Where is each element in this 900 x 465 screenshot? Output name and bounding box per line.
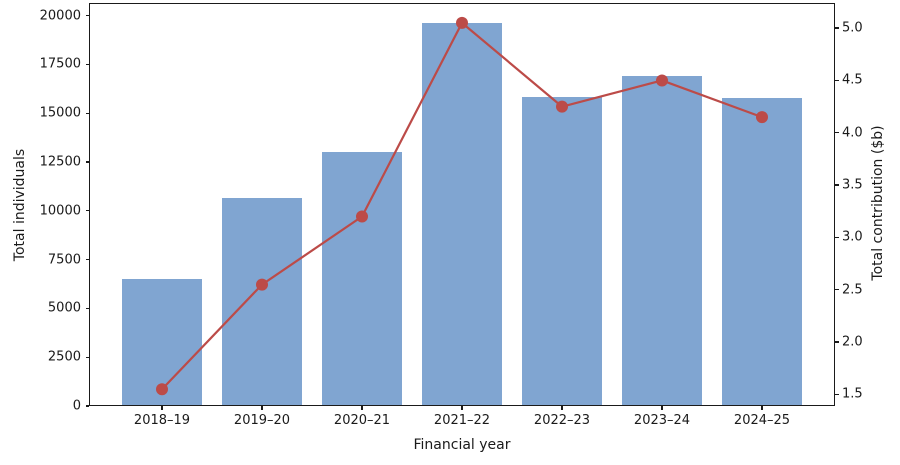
ytick-mark-left-0	[85, 405, 89, 407]
ytick-label-left-7500: 7500	[47, 252, 81, 268]
line-marker-2023–24	[656, 74, 668, 87]
ytick-mark-left-12500	[85, 161, 89, 163]
ytick-mark-left-2500	[85, 356, 89, 358]
line-marker-2020–21	[356, 210, 368, 223]
y-axis-label-left: Total individuals	[12, 148, 28, 262]
ytick-label-left-2500: 2500	[47, 349, 81, 365]
ytick-mark-right-4	[835, 132, 839, 134]
xtick-mark-2018–19	[161, 406, 163, 410]
ytick-mark-left-10000	[85, 210, 89, 212]
x-axis-label: Financial year	[413, 437, 511, 453]
ytick-label-right-5: 5.0	[842, 20, 863, 36]
ytick-label-right-2.5: 2.5	[842, 282, 863, 298]
ytick-label-right-2: 2.0	[842, 334, 863, 350]
xtick-mark-2021–22	[461, 406, 463, 410]
bar-2019–20	[222, 198, 302, 406]
line-path	[161, 21, 763, 391]
ytick-mark-right-5	[835, 27, 839, 29]
ytick-label-right-4.5: 4.5	[842, 72, 863, 88]
ytick-mark-left-7500	[85, 258, 89, 261]
bar-2022–23	[522, 96, 602, 406]
xtick-mark-2019–20	[261, 406, 263, 410]
ytick-mark-left-20000	[85, 15, 89, 17]
ytick-label-left-5000: 5000	[47, 300, 81, 316]
ytick-label-left-12500: 12500	[39, 154, 81, 170]
ytick-mark-left-17500	[85, 63, 89, 66]
ytick-label-right-1.5: 1.5	[842, 386, 863, 402]
xtick-label-2024–25: 2024–25	[733, 413, 791, 428]
line-marker-2021–22	[456, 16, 468, 29]
line-marker-2022–23	[556, 100, 568, 113]
ytick-mark-left-5000	[85, 307, 89, 310]
ytick-mark-left-15000	[85, 112, 89, 114]
line-marker-2019–20	[256, 278, 268, 291]
bar-2021–22	[422, 22, 502, 406]
bar-2023–24	[622, 76, 702, 406]
line-marker-2024–25	[756, 111, 768, 124]
ytick-mark-right-4.5	[835, 79, 839, 82]
ytick-label-right-3: 3.0	[842, 229, 863, 245]
ytick-label-left-15000: 15000	[39, 105, 81, 121]
line-series-Total contribution ($b)	[156, 16, 768, 396]
ytick-label-right-3.5: 3.5	[842, 177, 863, 193]
ytick-mark-right-2.5	[835, 289, 839, 291]
bar-2024–25	[722, 97, 802, 406]
ytick-label-right-4: 4.0	[842, 125, 863, 141]
ytick-mark-right-1.5	[835, 393, 839, 396]
xtick-label-2022–23: 2022–23	[533, 413, 591, 428]
y-axis-label-right: Total contribution ($b)	[870, 125, 886, 281]
xtick-mark-2022–23	[561, 406, 563, 410]
xtick-label-2018–19: 2018–19	[133, 413, 191, 428]
xtick-mark-2023–24	[661, 406, 663, 410]
plot-area	[89, 3, 835, 406]
ytick-mark-right-3	[835, 236, 839, 239]
xtick-label-2023–24: 2023–24	[633, 413, 691, 428]
ytick-label-left-20000: 20000	[39, 8, 81, 24]
xtick-mark-2020–21	[361, 406, 363, 410]
ytick-label-left-0: 0	[72, 398, 81, 414]
bar-2020–21	[322, 152, 402, 406]
ytick-label-left-17500: 17500	[39, 56, 81, 72]
xtick-label-2020–21: 2020–21	[333, 413, 391, 428]
xtick-mark-2024–25	[761, 406, 763, 410]
xtick-label-2019–20: 2019–20	[233, 413, 291, 428]
line-marker-2018–19	[156, 383, 168, 396]
ytick-label-left-10000: 10000	[39, 203, 81, 219]
xtick-label-2021–22: 2021–22	[433, 413, 491, 428]
ytick-mark-right-2	[835, 341, 839, 343]
ytick-mark-right-3.5	[835, 184, 839, 186]
